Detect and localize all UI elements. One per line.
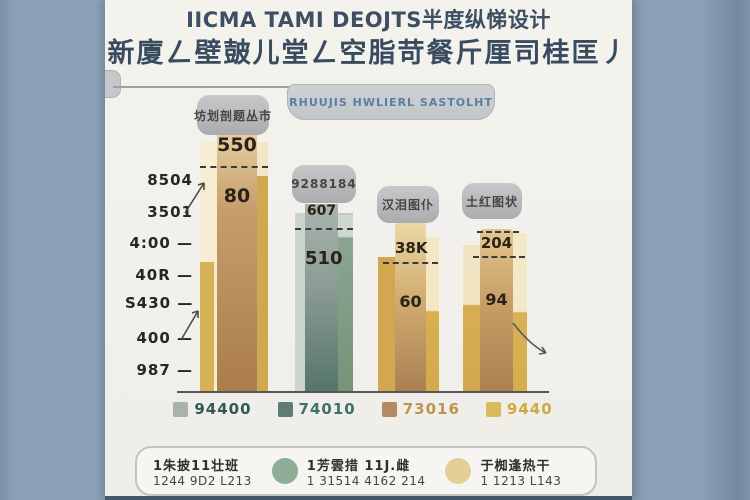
bar1-main [217,130,257,393]
y-axis-tick: 8504 [147,171,193,189]
legend-value: 94400 [194,400,252,418]
y-axis-tick: S430 — [125,294,194,312]
bar3-left-stripe [378,257,395,393]
bar2-right-stripe [338,215,353,393]
y-axis-tick: 4:00 — [129,234,193,252]
bar1-dashed-line [200,166,268,168]
green-circle-icon [271,458,298,484]
footer-entry-line1: 1朱披11壮班 [153,458,240,474]
ribbon-banner: RHUUJIS HWLIERL SASTOLHT [287,84,495,120]
footer-entry-line2: 1 31514 4162 214 [306,473,426,488]
footer-entry-line2: 1244 9D2 L213 [153,473,252,488]
bar1-top-value: 550 [217,134,257,156]
bar3-top-value: 38K [395,239,428,257]
footer-entry-line1: 1芳雲措 11J.雌 [306,458,411,474]
gold-circle-icon [445,458,472,484]
footer-entry-line1: 于椥逢热干 [480,458,551,474]
legend-item: 94400 [173,400,251,418]
bar1-right-stripe [257,176,268,393]
bar4-dashed-line [473,256,525,258]
bar2-dashed-line [295,228,353,230]
bar2-mid-value: 510 [305,248,343,269]
y-axis-tick: 3501 [147,203,193,221]
bar3-main [395,222,426,393]
left-edge-tab [105,70,121,98]
bar4-left-stripe [463,245,480,393]
legend-value: 74010 [298,400,356,418]
y-axis-tick: 40R — [135,266,193,284]
footer-entry: 于椥逢热干 1 1213 L143 [445,455,561,488]
bar3-dashed-line [383,262,438,264]
bar2-main [305,204,338,393]
bar4-category-pill: 土红图状 [462,183,522,219]
footer-entry: 1芳雲措 11J.雌 1 31514 4162 214 [271,455,426,488]
bar3-category-pill: 汉泪图仆 [377,186,439,223]
legend-swatch-brown [381,401,397,417]
legend-item: 74010 [277,400,356,418]
bar4-top-dashed-line [477,231,519,233]
legend-swatch-gray [173,401,189,417]
page-subtitle: 新廈ㄥ壁皷儿堂ㄥ空脂苛餐斤厘司桂匡丿 [107,38,630,69]
bar2-top-value: 607 [306,203,337,219]
bar1-mid-value: 80 [223,185,251,207]
infographic-card: IICMA TAMI DEOJTS半度纵悌设计 新廈ㄥ壁皷儿堂ㄥ空脂苛餐斤厘司桂… [105,0,632,500]
page-title: IICMA TAMI DEOJTS半度纵悌设计 [186,8,551,32]
legend-swatch-gold [485,401,501,417]
bar4-top-value: 204 [480,234,513,252]
legend-item: 9440 [485,400,553,418]
legend-row: 94400 74010 73016 9440 [165,400,561,418]
x-axis-baseline [177,391,549,393]
legend-swatch-teal [277,401,293,417]
bar4-main [480,229,513,393]
bar2-category-pill: 9288184 [291,165,356,203]
footer-legend-box: 1朱披11壮班 1244 9D2 L213 1芳雲措 11J.雌 1 31514… [135,446,597,496]
y-axis-tick: 400 — [136,329,193,347]
bar1-left-stripe [200,262,214,393]
banner-connector-line [113,86,289,88]
bar4-mid-value: 94 [485,290,508,309]
bar3-right-stripe [426,237,439,393]
card-bottom-edge [105,496,632,500]
footer-entry-line2: 1 1213 L143 [480,473,562,488]
legend-value: 73016 [402,400,460,418]
footer-entry: 1朱披11壮班 1244 9D2 L213 [153,455,252,488]
bar3-mid-value: 60 [399,292,422,311]
legend-value: 9440 [506,400,553,418]
y-axis-tick: 987 — [136,361,193,379]
bar1-category-pill: 坊划剖题丛市 [194,95,271,135]
legend-item: 73016 [381,400,460,418]
